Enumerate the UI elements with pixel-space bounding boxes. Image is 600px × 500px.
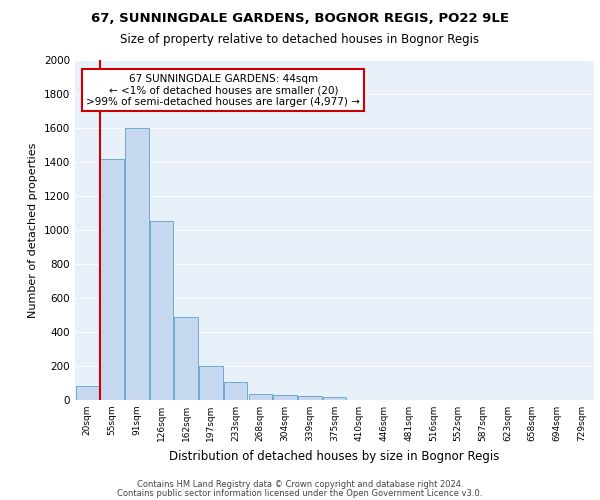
Text: 67 SUNNINGDALE GARDENS: 44sqm
← <1% of detached houses are smaller (20)
>99% of : 67 SUNNINGDALE GARDENS: 44sqm ← <1% of d… bbox=[86, 74, 360, 107]
Bar bbox=[100, 158, 124, 400]
Bar bbox=[175, 316, 198, 400]
Text: 67, SUNNINGDALE GARDENS, BOGNOR REGIS, PO22 9LE: 67, SUNNINGDALE GARDENS, BOGNOR REGIS, P… bbox=[91, 12, 509, 26]
Bar bbox=[323, 396, 346, 400]
Bar bbox=[199, 366, 223, 400]
Bar bbox=[248, 394, 272, 400]
Bar bbox=[274, 395, 297, 400]
Bar bbox=[298, 396, 322, 400]
X-axis label: Distribution of detached houses by size in Bognor Regis: Distribution of detached houses by size … bbox=[169, 450, 500, 462]
Text: Size of property relative to detached houses in Bognor Regis: Size of property relative to detached ho… bbox=[121, 32, 479, 46]
Bar bbox=[224, 382, 247, 400]
Bar bbox=[76, 386, 99, 400]
Bar bbox=[125, 128, 149, 400]
Text: Contains public sector information licensed under the Open Government Licence v3: Contains public sector information licen… bbox=[118, 489, 482, 498]
Text: Contains HM Land Registry data © Crown copyright and database right 2024.: Contains HM Land Registry data © Crown c… bbox=[137, 480, 463, 489]
Y-axis label: Number of detached properties: Number of detached properties bbox=[28, 142, 38, 318]
Bar bbox=[150, 222, 173, 400]
